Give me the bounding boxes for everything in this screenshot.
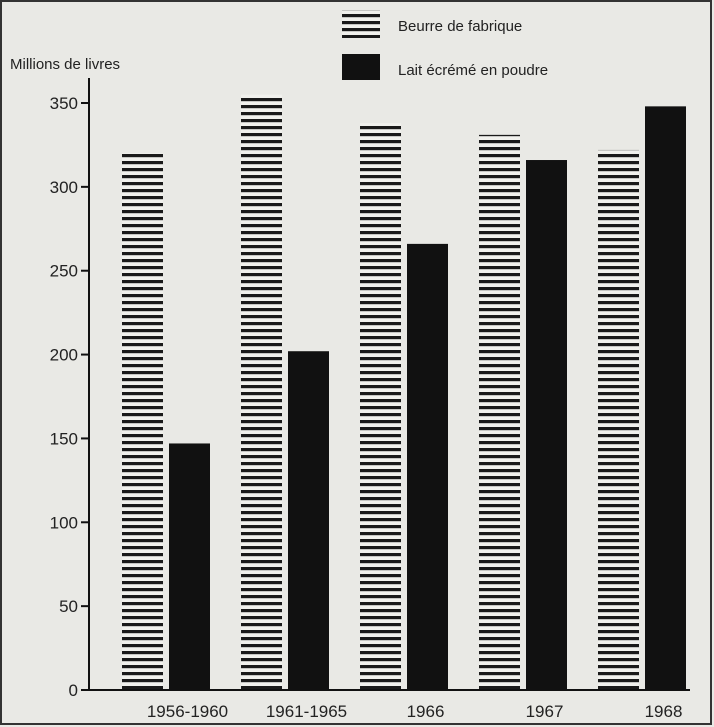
- bar-beurre-1967: [479, 134, 520, 690]
- bar-beurre-1966: [360, 123, 401, 690]
- y-tick-label: 150: [50, 429, 78, 448]
- y-tick-label: 350: [50, 94, 78, 113]
- x-tick-label: 1968: [645, 702, 683, 721]
- legend-label-beurre: Beurre de fabrique: [398, 18, 522, 35]
- bar-lait-1966: [407, 243, 448, 690]
- y-tick-label: 300: [50, 178, 78, 197]
- y-tick-label: 0: [69, 681, 78, 700]
- y-axis-label: Millions de livres: [10, 56, 120, 73]
- x-tick-label: 1956-1960: [147, 702, 228, 721]
- legend: Beurre de fabrique Lait écrémé en poudre: [342, 10, 548, 80]
- x-tick-label: 1967: [526, 702, 564, 721]
- bars: [122, 94, 686, 691]
- x-tick-label: 1961-1965: [266, 702, 347, 721]
- bar-lait-1967: [526, 160, 567, 691]
- bar-lait-1956-1960: [169, 443, 210, 690]
- bar-lait-1961-1965: [288, 351, 329, 690]
- bar-beurre-1968: [598, 149, 639, 690]
- legend-swatch-beurre: [342, 10, 380, 38]
- x-tick-label: 1966: [407, 702, 445, 721]
- y-tick-label: 50: [59, 597, 78, 616]
- legend-label-lait: Lait écrémé en poudre: [398, 62, 548, 79]
- y-tick-label: 200: [50, 346, 78, 365]
- y-tick-label: 100: [50, 513, 78, 532]
- bar-beurre-1956-1960: [122, 153, 163, 691]
- y-tick-label: 250: [50, 262, 78, 281]
- bar-beurre-1961-1965: [241, 94, 282, 691]
- axes: 1956-1960 1961-1965 1966 1967 1968 0 50 100 150 2…: [50, 78, 690, 721]
- legend-swatch-lait: [342, 54, 380, 80]
- bar-lait-1968: [645, 106, 686, 690]
